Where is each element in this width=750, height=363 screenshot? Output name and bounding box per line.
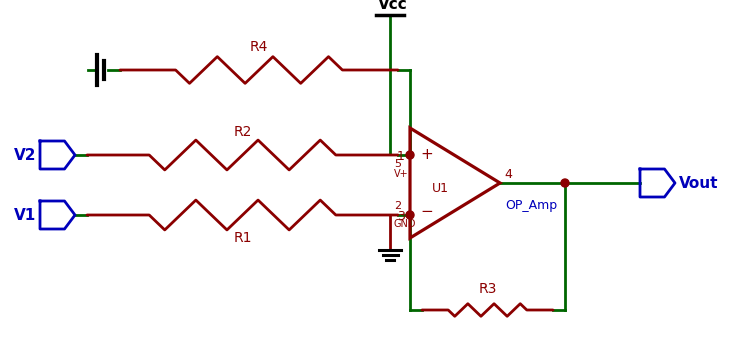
Text: 3: 3 [398,209,405,223]
Text: V+: V+ [394,169,409,179]
Text: R2: R2 [233,125,252,139]
Text: 2: 2 [394,201,401,211]
Text: R4: R4 [250,40,268,54]
Text: R1: R1 [233,231,252,245]
Text: +: + [420,147,433,162]
Text: GND: GND [394,219,416,229]
Circle shape [406,211,414,219]
Text: OP_Amp: OP_Amp [505,199,557,212]
Text: −: − [420,204,433,219]
Text: U1: U1 [432,182,449,195]
Text: Vout: Vout [679,175,718,191]
Text: 4: 4 [504,168,512,182]
Circle shape [406,151,414,159]
Text: R3: R3 [478,282,496,296]
Text: V1: V1 [13,208,36,223]
Text: V2: V2 [13,147,36,163]
Text: 1: 1 [398,150,405,163]
Text: 5: 5 [394,159,401,169]
Text: Vcc: Vcc [378,0,408,12]
Circle shape [561,179,569,187]
